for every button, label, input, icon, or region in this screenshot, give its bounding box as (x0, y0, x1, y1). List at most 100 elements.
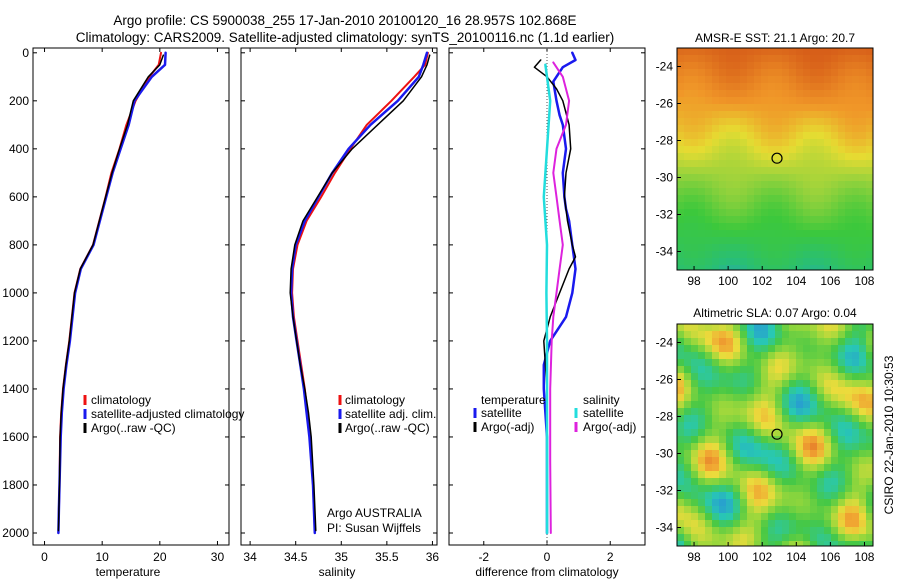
heatmap-cell (852, 338, 860, 346)
heatmap-cell (838, 244, 846, 252)
heatmap-cell (866, 387, 873, 395)
temperature-lines (57, 51, 167, 535)
sst-heatmap-field (677, 48, 873, 270)
heatmap-cell (852, 132, 860, 140)
heatmap-cell (824, 181, 832, 189)
heatmap-cell (789, 48, 797, 56)
heatmap-cell (691, 216, 699, 224)
heatmap-cell (775, 174, 783, 182)
heatmap-cell (719, 265, 727, 270)
heatmap-cell (733, 62, 741, 70)
heatmap-cell (782, 464, 790, 472)
heatmap-cell (796, 174, 804, 182)
heatmap-cell (691, 83, 699, 91)
heatmap-cell (831, 527, 839, 535)
heatmap-cell (789, 258, 797, 266)
heatmap-cell (691, 111, 699, 119)
heatmap-cell (824, 471, 832, 479)
heatmap-cell (845, 188, 853, 196)
heatmap-cell (677, 387, 685, 395)
heatmap-cell (705, 174, 713, 182)
heatmap-cell (705, 338, 713, 346)
heatmap-cell (810, 429, 818, 437)
heatmap-cell (691, 352, 699, 360)
heatmap-cell (719, 167, 727, 175)
heatmap-cell (810, 527, 818, 535)
heatmap-cell (698, 352, 706, 360)
heatmap-cell (796, 492, 804, 500)
heatmap-cell (691, 401, 699, 409)
heatmap-cell (733, 492, 741, 500)
heatmap-cell (754, 139, 762, 147)
heatmap-cell (761, 118, 769, 126)
heatmap-cell (691, 422, 699, 430)
heatmap-cell (761, 160, 769, 168)
heatmap-cell (747, 69, 755, 77)
heatmap-cell (677, 436, 685, 444)
heatmap-cell (845, 527, 853, 535)
heatmap-cell (733, 366, 741, 374)
heatmap-cell (740, 125, 748, 133)
heatmap-cell (705, 359, 713, 367)
heatmap-cell (796, 153, 804, 161)
heatmap-cell (712, 83, 720, 91)
heatmap-cell (782, 541, 790, 546)
heatmap-cell (754, 436, 762, 444)
heatmap-cell (712, 373, 720, 381)
heatmap-cell (796, 188, 804, 196)
heatmap-cell (705, 394, 713, 402)
heatmap-cell (705, 324, 713, 332)
heatmap-cell (740, 450, 748, 458)
y-tick-label: 0 (22, 46, 29, 60)
heatmap-cell (845, 373, 853, 381)
heatmap-cell (691, 450, 699, 458)
heatmap-cell (691, 223, 699, 231)
heatmap-cell (754, 48, 762, 56)
heatmap-cell (796, 83, 804, 91)
heatmap-cell (733, 97, 741, 105)
heatmap-cell (796, 181, 804, 189)
heatmap-cell (684, 209, 692, 217)
heatmap-cell (754, 464, 762, 472)
heatmap-cell (782, 188, 790, 196)
heatmap-cell (824, 464, 832, 472)
heatmap-cell (810, 139, 818, 147)
legend-header-salinity: salinity (583, 393, 620, 407)
heatmap-cell (866, 359, 873, 367)
heatmap-cell (803, 506, 811, 514)
heatmap-cell (824, 223, 832, 231)
heatmap-cell (824, 534, 832, 542)
map-y-tick-label: -34 (656, 521, 674, 535)
heatmap-cell (845, 359, 853, 367)
heatmap-cell (740, 373, 748, 381)
heatmap-cell (684, 443, 692, 451)
heatmap-cell (803, 415, 811, 423)
heatmap-cell (859, 387, 867, 395)
heatmap-cell (705, 188, 713, 196)
heatmap-cell (726, 422, 734, 430)
heatmap-cell (810, 167, 818, 175)
heatmap-cell (712, 139, 720, 147)
heatmap-cell (726, 366, 734, 374)
heatmap-cell (838, 492, 846, 500)
heatmap-cell (775, 90, 783, 98)
heatmap-cell (747, 492, 755, 500)
heatmap-cell (684, 422, 692, 430)
heatmap-cell (831, 443, 839, 451)
heatmap-cell (810, 160, 818, 168)
heatmap-cell (740, 464, 748, 472)
heatmap-cell (859, 167, 867, 175)
heatmap-cell (852, 471, 860, 479)
heatmap-cell (817, 457, 825, 465)
heatmap-cell (698, 139, 706, 147)
heatmap-cell (768, 520, 776, 528)
heatmap-cell (845, 265, 853, 270)
heatmap-cell (803, 359, 811, 367)
heatmap-cell (782, 513, 790, 521)
heatmap-cell (719, 394, 727, 402)
heatmap-cell (754, 90, 762, 98)
heatmap-cell (796, 139, 804, 147)
heatmap-cell (754, 415, 762, 423)
heatmap-cell (740, 111, 748, 119)
heatmap-cell (866, 146, 873, 154)
